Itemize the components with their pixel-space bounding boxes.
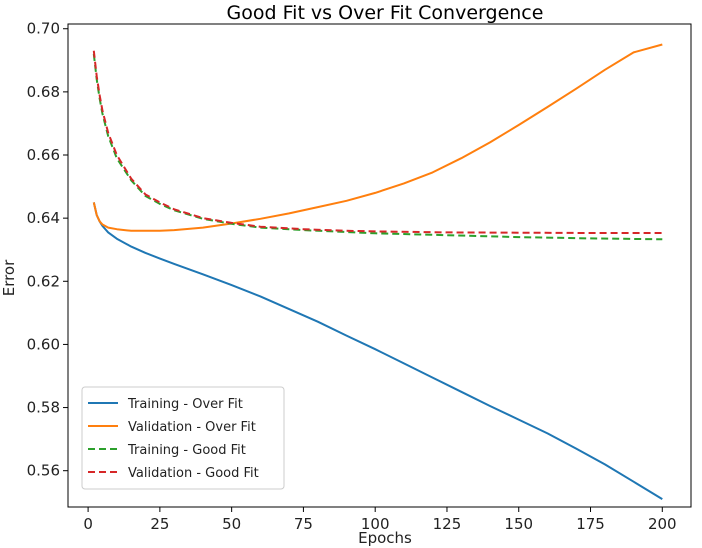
plot-area bbox=[92, 43, 663, 500]
x-tick-label: 50 bbox=[222, 515, 241, 533]
series-line-validation-good-fit bbox=[92, 50, 663, 234]
y-tick-label: 0.58 bbox=[27, 399, 60, 417]
chart-title: Good Fit vs Over Fit Convergence bbox=[227, 2, 544, 24]
x-tick-label: 100 bbox=[361, 515, 390, 533]
x-tick-label: 125 bbox=[433, 515, 462, 533]
series-line-validation-over-fit bbox=[92, 43, 663, 232]
legend-label: Training - Good Fit bbox=[127, 443, 246, 458]
legend: Training - Over Fit Validation - Over Fit… bbox=[81, 386, 285, 490]
legend-label: Validation - Over Fit bbox=[128, 420, 256, 435]
y-tick-label: 0.64 bbox=[27, 209, 60, 227]
x-tick-label: 25 bbox=[150, 515, 169, 533]
y-tick-label: 0.56 bbox=[27, 462, 60, 480]
y-tick-label: 0.66 bbox=[27, 146, 60, 164]
x-axis: 0 25 50 75 100 125 150 175 200 bbox=[83, 507, 677, 533]
legend-label: Training - Over Fit bbox=[127, 397, 243, 412]
legend-label: Validation - Good Fit bbox=[128, 466, 259, 481]
x-tick-label: 150 bbox=[504, 515, 533, 533]
x-tick-label: 0 bbox=[83, 515, 93, 533]
legend-box bbox=[81, 386, 285, 490]
x-axis-label: Epochs bbox=[358, 529, 412, 547]
y-axis-label: Error bbox=[0, 259, 18, 296]
x-tick-label: 200 bbox=[648, 515, 677, 533]
x-tick-label: 175 bbox=[576, 515, 605, 533]
x-tick-label: 75 bbox=[294, 515, 313, 533]
y-tick-label: 0.60 bbox=[27, 335, 60, 353]
y-tick-label: 0.68 bbox=[27, 83, 60, 101]
plot-frame bbox=[67, 23, 692, 508]
series-line-training-over-fit bbox=[92, 202, 663, 500]
y-axis: 0.56 0.58 0.60 0.62 0.64 0.66 0.68 0.70 bbox=[27, 20, 68, 480]
y-tick-label: 0.70 bbox=[27, 20, 60, 38]
y-tick-label: 0.62 bbox=[27, 272, 60, 290]
